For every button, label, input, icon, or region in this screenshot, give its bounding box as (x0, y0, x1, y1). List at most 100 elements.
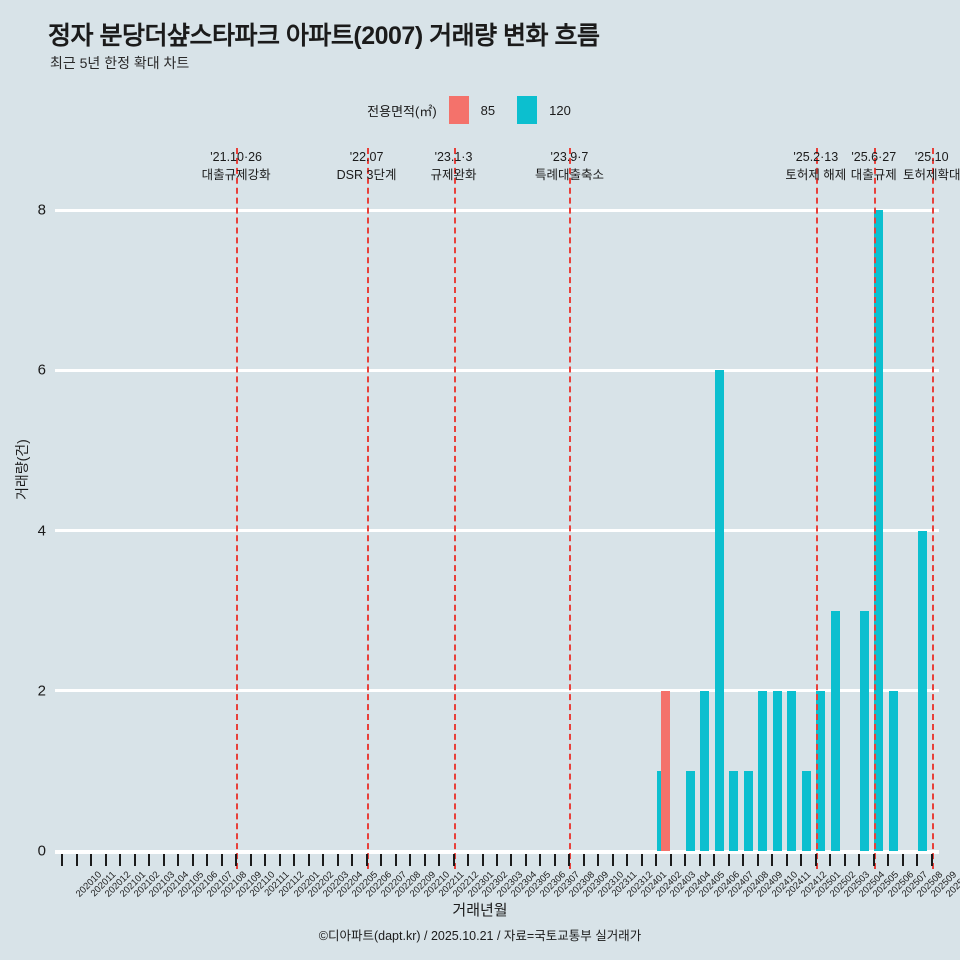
gridline-6 (55, 368, 939, 372)
legend-swatch-120 (517, 96, 538, 124)
x-tick-202210 (409, 854, 412, 866)
plot-area: 0 2 4 6 8 '21.10·26 대출규제강화 '22.07 DSR 3단계 '23.1·3… (38, 148, 960, 869)
bar-120-202502[interactable] (816, 690, 826, 851)
x-tick-202312 (611, 854, 614, 866)
event-date-202506: '25.6·27 (851, 150, 897, 164)
x-tick-202411 (771, 854, 774, 866)
x-tick-202206 (351, 854, 354, 866)
event-date-202207: '22.07 (349, 150, 384, 164)
event-label-202506: '25.6·27 대출규제 (851, 148, 897, 184)
y-tick-label-8: 8 (37, 201, 46, 219)
x-tick-202106 (177, 854, 180, 866)
y-tick-label-2: 2 (37, 682, 46, 700)
bar-120-202407[interactable] (714, 370, 724, 851)
gridline-2 (55, 689, 939, 693)
event-date-202309: '23.9·7 (550, 150, 589, 164)
bar-120-202506[interactable] (874, 210, 884, 851)
event-label-202207: '22.07 DSR 3단계 (337, 148, 397, 184)
event-name-202110: 대출규제강화 (201, 168, 271, 182)
x-tick-202102 (119, 854, 122, 866)
gridline-0 (55, 849, 939, 853)
x-tick-202506 (872, 854, 875, 866)
x-tick-202209 (394, 854, 397, 866)
bar-120-202503[interactable] (830, 610, 840, 851)
chart-legend: 전용면적(㎡) 85 120 (0, 96, 960, 124)
bar-120-202406[interactable] (700, 690, 710, 851)
x-tick-202401 (626, 854, 629, 866)
x-tick-202105 (162, 854, 165, 866)
event-name-202301: 규제완화 (430, 168, 477, 182)
gridline-4 (55, 529, 939, 532)
x-tick-202101 (104, 854, 107, 866)
event-name-202506: 대출규제 (850, 168, 897, 182)
x-tick-202010 (61, 854, 64, 866)
legend-item-120[interactable]: 120 (517, 96, 571, 124)
x-tick-202202 (293, 854, 296, 866)
event-label-202301: '23.1·3 규제완화 (431, 148, 477, 184)
bar-120-202409[interactable] (743, 770, 753, 851)
legend-label-85: 85 (480, 102, 496, 118)
x-tick-202303 (481, 854, 484, 866)
x-tick-202308 (553, 854, 556, 866)
x-tick-202510 (930, 854, 933, 866)
x-tick-202412 (785, 854, 788, 866)
x-tick-202109 (220, 854, 223, 866)
x-tick-202508 (901, 854, 904, 866)
x-axis-line (55, 851, 939, 854)
x-tick-202403 (655, 854, 658, 866)
x-tick-202503 (829, 854, 832, 866)
bar-120-202507[interactable] (888, 690, 898, 851)
bar-120-202405[interactable] (685, 770, 695, 851)
x-tick-202309 (568, 854, 571, 866)
event-date-202301: '23.1·3 (434, 150, 473, 164)
y-tick-label-6: 6 (37, 361, 46, 379)
x-tick-202410 (756, 854, 759, 866)
bar-120-202408[interactable] (729, 770, 739, 851)
event-name-202309: 특례대출축소 (534, 168, 604, 182)
event-label-202502: '25.2·13 토허제 해제 (785, 148, 846, 184)
x-tick-202302 (467, 854, 470, 866)
x-tick-202107 (191, 854, 194, 866)
bar-120-202509[interactable] (917, 530, 927, 851)
event-name-202502: 토허제 해제 (785, 168, 847, 182)
bar-120-202410[interactable] (758, 690, 768, 851)
x-tick-202306 (524, 854, 527, 866)
x-tick-202404 (669, 854, 672, 866)
event-label-202110: '21.10·26 대출규제강화 (202, 148, 271, 184)
x-tick-202304 (496, 854, 498, 866)
event-line-202110 (236, 148, 239, 869)
x-tick-202507 (887, 854, 890, 866)
bar-120-202412[interactable] (787, 690, 797, 851)
x-tick-202307 (539, 854, 542, 866)
x-tick-202501 (800, 854, 803, 866)
y-tick-label-4: 4 (37, 522, 46, 539)
event-label-202510: '25.10 토허제확대 (903, 148, 960, 184)
x-tick-202108 (206, 854, 209, 866)
legend-item-85[interactable]: 85 (448, 96, 496, 124)
x-axis-ticks: 202010 202011 202012 202101 202102 202103 2021… (55, 854, 960, 900)
x-tick-202406 (698, 854, 701, 866)
x-tick-202111 (249, 854, 252, 866)
event-line-202309 (569, 148, 572, 869)
x-tick-202502 (814, 854, 817, 866)
x-tick-202211 (423, 854, 426, 866)
event-name-202510: 토허제확대 (902, 168, 960, 182)
x-tick-202305 (510, 854, 513, 866)
bar-120-202411[interactable] (772, 690, 782, 851)
x-tick-202103 (133, 854, 136, 866)
bar-85-202404[interactable] (661, 690, 671, 851)
x-tick-202203 (307, 854, 310, 866)
x-tick-202201 (278, 854, 281, 866)
event-line-202510 (931, 148, 934, 869)
x-tick-202310 (582, 854, 585, 866)
page-title: 정자 분당더샾스타파크 아파트(2007) 거래량 변화 흐름 (48, 22, 600, 50)
event-date-202110: '21.10·26 (210, 150, 263, 164)
gridline-8 (55, 208, 939, 212)
legend-title: 전용면적(㎡) (367, 103, 437, 119)
event-line-202502 (815, 148, 818, 869)
x-tick-202504 (843, 854, 846, 866)
bar-120-202501[interactable] (801, 770, 811, 851)
x-tick-202301 (452, 854, 455, 866)
bar-120-202505[interactable] (859, 610, 869, 851)
x-tick-202012 (90, 854, 93, 866)
